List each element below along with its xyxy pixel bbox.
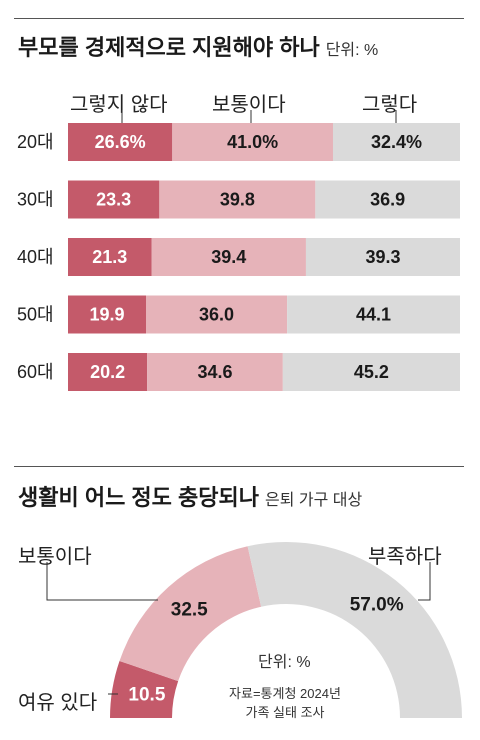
donut-value-0: 10.5 (128, 684, 165, 705)
chart1-title-text: 부모를 경제적으로 지원해야 하나 (18, 35, 320, 60)
bar-1-2 (315, 180, 460, 219)
age-label-4: 60대 (17, 362, 54, 382)
bar-1-1 (159, 180, 316, 219)
legend-disagree: 그렇지 않다 (70, 94, 168, 116)
age-label-2: 40대 (17, 247, 54, 267)
donut-label-short: 부족하다 (368, 546, 442, 568)
bar-label-3-2: 44.1 (356, 305, 391, 325)
chart2-title: 생활비 어느 정도 충당되나 은퇴 가구 대상 (18, 480, 362, 512)
donut-unit: 단위: % (258, 654, 311, 671)
top-rule (14, 18, 464, 19)
bar-3-1 (146, 295, 288, 334)
bar-label-2-2: 39.3 (365, 247, 400, 267)
source-line-2: 가족 실태 조사 (245, 705, 325, 720)
bar-label-4-1: 34.6 (197, 362, 232, 382)
legend-agree: 그렇다 (362, 94, 418, 116)
donut-value-2: 57.0% (350, 594, 404, 615)
age-label-0: 20대 (17, 132, 54, 152)
donut-slice-1 (119, 546, 262, 682)
bar-0-0 (68, 123, 173, 161)
bar-label-1-2: 36.9 (370, 190, 405, 210)
bar-label-3-1: 36.0 (199, 305, 234, 325)
bar-label-2-1: 39.4 (211, 247, 246, 267)
bar-label-4-0: 20.2 (90, 362, 125, 382)
bar-0-1 (172, 123, 333, 161)
bar-4-1 (147, 353, 283, 391)
bar-label-4-2: 45.2 (354, 362, 389, 382)
bar-label-3-0: 19.9 (89, 305, 124, 325)
donut-slice-0 (110, 660, 179, 718)
bar-2-1 (151, 238, 306, 276)
source-line-1: 자료=통계청 2024년 (229, 686, 341, 701)
bar-3-2 (287, 295, 460, 334)
age-label-1: 30대 (17, 190, 54, 210)
donut-label-neutral: 보통이다 (18, 546, 92, 568)
leader-short (418, 562, 431, 601)
bar-2-2 (305, 238, 460, 276)
bar-label-1-1: 39.8 (220, 190, 255, 210)
legend-neutral: 보통이다 (212, 94, 286, 116)
bar-4-0 (68, 353, 148, 391)
bar-1-0 (68, 180, 160, 219)
bar-4-2 (282, 353, 460, 391)
bar-2-0 (68, 238, 152, 276)
bar-label-2-0: 21.3 (92, 247, 127, 267)
bar-label-0-1: 41.0% (227, 132, 278, 152)
chart2-subtitle: 은퇴 가구 대상 (264, 492, 363, 509)
bar-label-0-0: 26.6% (95, 132, 146, 152)
donut-label-ample: 여유 있다 (18, 692, 98, 714)
donut-slice-2 (247, 542, 462, 718)
leader-neutral (46, 562, 158, 601)
age-label-3: 50대 (17, 305, 54, 325)
bar-label-1-0: 23.3 (96, 190, 131, 210)
bar-label-0-2: 32.4% (371, 132, 422, 152)
bar-0-2 (332, 123, 460, 161)
bar-3-0 (68, 295, 147, 334)
chart2-title-text: 생활비 어느 정도 충당되나 (18, 485, 259, 510)
chart1-title: 부모를 경제적으로 지원해야 하나 단위: % (18, 30, 378, 62)
chart1-unit: 단위: % (325, 42, 379, 59)
middle-rule (14, 466, 464, 467)
source-note: 자료=통계청 2024년 가족 실태 조사 (210, 684, 360, 722)
donut-value-1: 32.5 (171, 599, 208, 620)
